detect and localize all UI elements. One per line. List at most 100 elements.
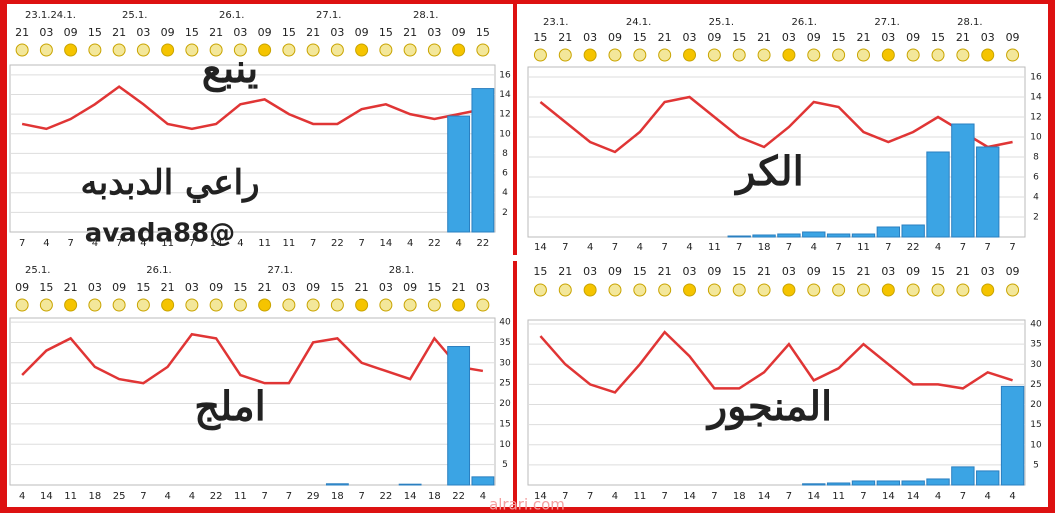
hour-label: 09 xyxy=(807,265,821,278)
weather-icon xyxy=(707,283,721,297)
wind-label: 14 xyxy=(210,238,223,249)
hour-label: 21 xyxy=(112,26,126,39)
y-tick-label: 5 xyxy=(1033,460,1039,470)
date-label: 28.1. xyxy=(389,265,414,276)
weather-icon xyxy=(112,43,126,57)
y-tick-label: 14 xyxy=(1030,93,1042,103)
wind-label: 18 xyxy=(331,491,344,502)
wind-label: 22 xyxy=(452,491,465,502)
wind-label: 11 xyxy=(857,242,870,253)
weather-icon xyxy=(136,43,150,57)
hour-label: 09 xyxy=(403,281,417,294)
weather-icon xyxy=(757,48,771,62)
hour-label: 21 xyxy=(956,31,970,44)
wind-label: 18 xyxy=(428,491,441,502)
hour-label: 03 xyxy=(282,281,296,294)
precip-bar xyxy=(398,483,422,486)
hour-label: 21 xyxy=(452,281,466,294)
weather-icon xyxy=(633,48,647,62)
hour-label: 09 xyxy=(1006,31,1020,44)
wind-label: 18 xyxy=(758,242,771,253)
y-tick-label: 2 xyxy=(502,208,508,218)
precip-bar xyxy=(1000,385,1025,486)
hour-label: 09 xyxy=(608,31,622,44)
hour-label: 15 xyxy=(282,26,296,39)
y-tick-label: 10 xyxy=(499,129,511,139)
weather-icon xyxy=(981,48,995,62)
weather-icon xyxy=(658,283,672,297)
hour-label: 15 xyxy=(931,265,945,278)
wind-label: 14 xyxy=(907,491,920,502)
hour-label: 03 xyxy=(881,31,895,44)
hour-label: 21 xyxy=(658,31,672,44)
hour-label: 15 xyxy=(330,281,344,294)
wind-label: 7 xyxy=(661,491,667,502)
hour-label: 21 xyxy=(658,265,672,278)
weather-icon xyxy=(39,298,53,312)
wind-label: 7 xyxy=(116,238,122,249)
precip-bar xyxy=(926,478,950,486)
weather-icon xyxy=(981,283,995,297)
y-tick-label: 6 xyxy=(1033,173,1039,183)
precip-bar xyxy=(951,466,975,486)
weather-icon xyxy=(88,298,102,312)
y-tick-label: 16 xyxy=(499,70,511,80)
hour-label: 21 xyxy=(956,265,970,278)
wind-label: 7 xyxy=(786,242,792,253)
wind-label: 7 xyxy=(310,238,316,249)
hour-label: 09 xyxy=(209,281,223,294)
hour-label: 03 xyxy=(185,281,199,294)
hour-label: 21 xyxy=(558,31,572,44)
wind-label: 7 xyxy=(1009,242,1015,253)
weather-icon xyxy=(15,43,29,57)
y-tick-label: 10 xyxy=(1030,440,1042,450)
wind-label: 22 xyxy=(210,491,223,502)
precip-bar xyxy=(471,88,495,233)
hour-label: 15 xyxy=(533,31,547,44)
weather-icon xyxy=(15,298,29,312)
wind-label: 18 xyxy=(89,491,102,502)
wind-label: 18 xyxy=(733,491,746,502)
weather-icon xyxy=(136,298,150,312)
wind-label: 7 xyxy=(711,491,717,502)
watermark: alrari.com xyxy=(489,496,565,513)
precip-bar xyxy=(976,146,1000,238)
wind-label: 22 xyxy=(907,242,920,253)
y-tick-label: 25 xyxy=(1030,380,1041,390)
weather-icon xyxy=(1006,48,1020,62)
wind-label: 4 xyxy=(237,238,243,249)
hour-label: 21 xyxy=(15,26,29,39)
weather-icon xyxy=(330,43,344,57)
plot-area xyxy=(527,319,1026,486)
wind-label: 22 xyxy=(477,238,490,249)
wind-label: 4 xyxy=(189,491,195,502)
hour-label: 09 xyxy=(452,26,466,39)
date-label: 25.1. xyxy=(25,265,50,276)
y-tick-label: 4 xyxy=(1033,193,1039,203)
hour-label: 21 xyxy=(258,281,272,294)
wind-label: 25 xyxy=(113,491,126,502)
weather-icon xyxy=(782,48,796,62)
hour-label: 09 xyxy=(707,265,721,278)
y-tick-label: 6 xyxy=(502,169,508,179)
weather-icon xyxy=(355,43,369,57)
hour-label: 15 xyxy=(136,281,150,294)
hour-label: 03 xyxy=(782,31,796,44)
wind-label: 7 xyxy=(358,491,364,502)
weather-icon xyxy=(306,43,320,57)
weather-icon xyxy=(931,283,945,297)
wind-label: 7 xyxy=(661,242,667,253)
author: راعي الدبدبه xyxy=(81,163,260,203)
weather-icon xyxy=(476,43,490,57)
precip-bar xyxy=(325,483,349,486)
weather-icon xyxy=(88,43,102,57)
hour-label: 15 xyxy=(476,26,490,39)
weather-icon xyxy=(209,43,223,57)
precip-bar xyxy=(826,233,851,238)
wind-label: 7 xyxy=(261,491,267,502)
y-tick-label: 35 xyxy=(499,338,510,348)
weather-icon xyxy=(881,48,895,62)
y-tick-label: 4 xyxy=(502,188,508,198)
wind-label: 14 xyxy=(683,491,696,502)
